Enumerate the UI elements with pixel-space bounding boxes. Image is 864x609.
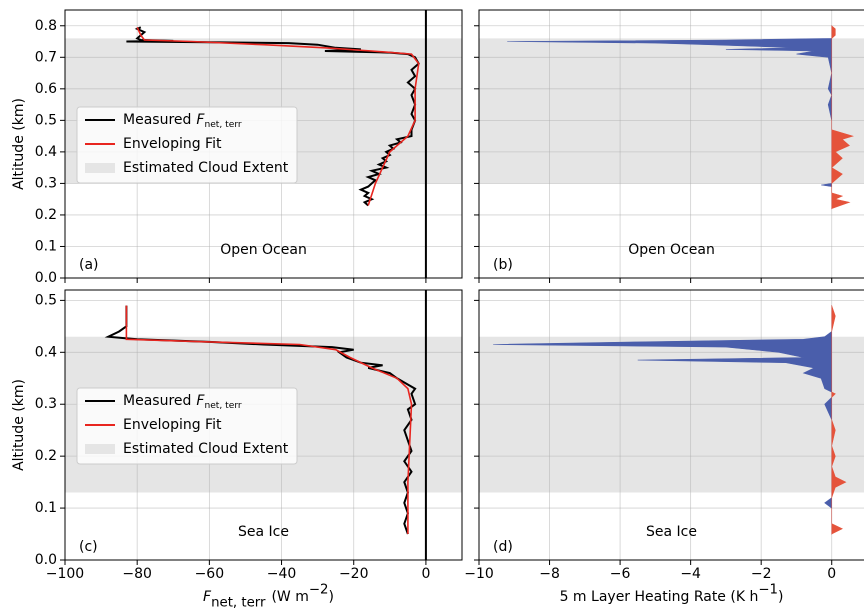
legend-label: Estimated Cloud Extent xyxy=(123,160,289,176)
x-tick-label: −20 xyxy=(339,566,369,582)
legend-swatch xyxy=(85,444,115,454)
x-axis-label-part: F xyxy=(203,589,212,605)
x-tick-label: −40 xyxy=(267,566,297,582)
y-tick-label: 0.1 xyxy=(35,500,57,516)
x-tick-label: −100 xyxy=(46,566,84,582)
x-tick-label: −2 xyxy=(751,566,772,582)
y-tick-label: 0.0 xyxy=(35,552,57,568)
location-label: Open Ocean xyxy=(220,242,307,258)
legend-label: Enveloping Fit xyxy=(123,136,222,152)
y-tick-label: 0.4 xyxy=(35,144,57,160)
y-tick-label: 0.1 xyxy=(35,238,57,254)
y-tick-label: 0.2 xyxy=(35,207,57,223)
x-tick-label: −80 xyxy=(122,566,152,582)
panel xyxy=(479,10,864,278)
location-label: Open Ocean xyxy=(628,242,715,258)
panel-label: (d) xyxy=(493,539,513,555)
legend-label: Estimated Cloud Extent xyxy=(123,441,289,457)
x-axis-label: 5 m Layer Heating Rate (K h−1) xyxy=(560,582,784,605)
y-axis-label: Altitude (km) xyxy=(11,98,27,190)
legend-label-part: F xyxy=(196,112,205,128)
cloud-extent xyxy=(479,38,864,184)
y-tick-label: 0.0 xyxy=(35,270,57,286)
profile-line xyxy=(136,26,420,206)
legend-label-part: Measured xyxy=(123,393,191,409)
legend-label-part: Measured xyxy=(123,112,191,128)
axes-frame xyxy=(478,289,864,561)
x-axis-label-part: ) xyxy=(778,589,783,605)
profile-line xyxy=(125,305,413,534)
x-axis-label-part: ) xyxy=(328,589,333,605)
location-label: Sea Ice xyxy=(238,524,289,540)
panel-label: (c) xyxy=(79,539,98,555)
legend-box xyxy=(76,106,298,184)
x-tick-label: −60 xyxy=(195,566,225,582)
y-tick-label: 0.2 xyxy=(35,448,57,464)
y-tick-label: 0.7 xyxy=(35,49,57,65)
y-tick-label: 0.3 xyxy=(35,175,57,191)
location-label: Sea Ice xyxy=(646,524,697,540)
x-axis-label-part: 5 m Layer Heating Rate (K h xyxy=(560,589,759,605)
y-tick-label: 0.4 xyxy=(35,344,57,360)
x-axis-label-part: net, terr xyxy=(211,596,266,609)
y-tick-label: 0.5 xyxy=(35,292,57,308)
x-tick-label: −10 xyxy=(464,566,494,582)
legend-swatch xyxy=(85,163,115,173)
y-tick-label: 0.8 xyxy=(35,18,57,34)
x-tick-label: 0 xyxy=(421,566,430,582)
x-tick-label: −6 xyxy=(610,566,631,582)
axes-frame xyxy=(478,9,864,279)
panel-label: (b) xyxy=(493,257,513,273)
x-axis-label-part: −2 xyxy=(309,582,329,597)
legend-label-part: net, terr xyxy=(204,400,241,410)
legend-label-part: net, terr xyxy=(204,119,241,129)
heating-area xyxy=(507,24,854,210)
x-axis-label-part: −1 xyxy=(758,582,778,597)
x-axis-label-part: (W m xyxy=(271,589,308,605)
legend-label: Measured Fnet, terr xyxy=(123,393,242,410)
panel-label: (a) xyxy=(79,257,99,273)
y-tick-label: 0.6 xyxy=(35,81,57,97)
panel xyxy=(479,290,864,560)
heating-area xyxy=(493,304,847,535)
legend-box xyxy=(76,387,298,465)
x-tick-label: 0 xyxy=(827,566,836,582)
y-tick-label: 0.5 xyxy=(35,112,57,128)
y-axis-label: Altitude (km) xyxy=(11,379,27,471)
legend-label: Measured Fnet, terr xyxy=(123,112,242,129)
axes-frame xyxy=(64,9,463,279)
y-tick-label: 0.3 xyxy=(35,396,57,412)
axes-frame xyxy=(64,289,463,561)
x-axis-label: Fnet, terr (W m−2) xyxy=(203,582,334,609)
x-tick-label: −4 xyxy=(680,566,701,582)
x-tick-label: −8 xyxy=(539,566,560,582)
legend-label: Enveloping Fit xyxy=(123,417,222,433)
legend-label-part: F xyxy=(196,393,205,409)
